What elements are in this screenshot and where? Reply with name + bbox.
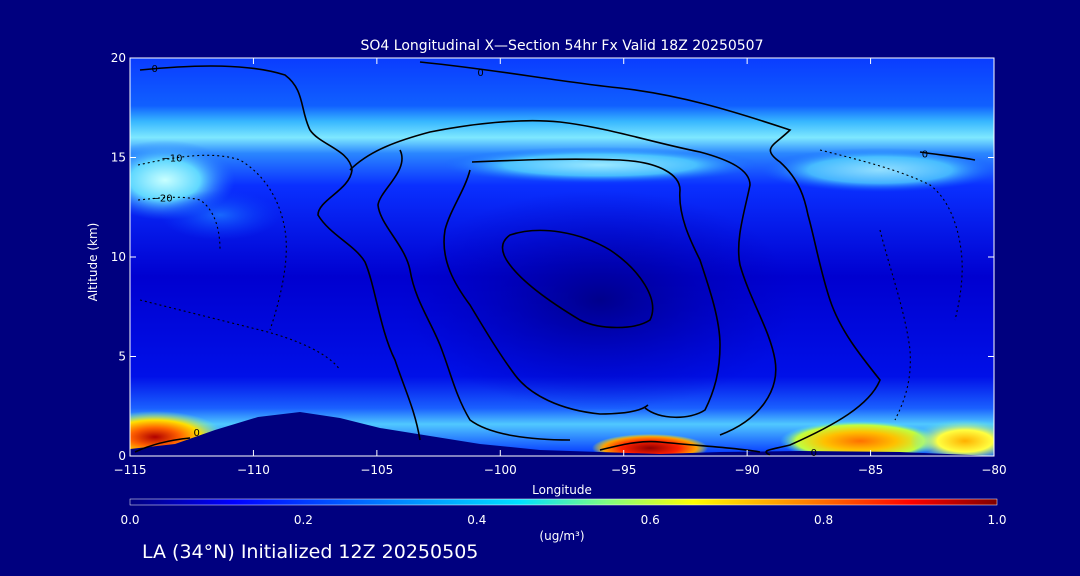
x-tick-label: −115 — [114, 463, 147, 477]
contour-label: 0 — [193, 428, 199, 439]
contour-label: 0 — [477, 68, 483, 79]
low-central-hot — [592, 434, 708, 456]
colorbar-tick-label: 0.6 — [641, 513, 660, 527]
y-tick-label: 10 — [111, 250, 126, 264]
colorbar-tick-label: 0.0 — [120, 513, 139, 527]
x-tick-label: −100 — [484, 463, 517, 477]
y-axis-label: Altitude (km) — [86, 223, 100, 302]
y-axis: 0 5 10 15 20 — [111, 51, 994, 463]
y-tick-label: 20 — [111, 51, 126, 65]
colorbar-ticks: 0.0 0.2 0.4 0.6 0.8 1.0 — [120, 513, 1006, 527]
contour-inner-west — [377, 149, 571, 441]
colorbar-units: (ug/m³) — [539, 529, 584, 543]
contour-core — [501, 229, 654, 329]
contour-lines-dotted — [137, 149, 963, 421]
contour-inner — [443, 169, 649, 415]
low-east-warm — [780, 421, 940, 456]
chart-title: SO4 Longitudinal X—Section 54hr Fx Valid… — [361, 38, 764, 54]
contour-label: −20 — [152, 193, 173, 204]
colorbar-tick-label: 1.0 — [987, 513, 1006, 527]
contour-mid — [471, 158, 721, 419]
contour-label: 0 — [151, 64, 157, 75]
upper-east-blob — [760, 148, 994, 192]
dotted-minus20 — [137, 196, 221, 251]
x-tick-label: −80 — [981, 463, 1006, 477]
x-axis: −115 −110 −105 −100 −95 −90 −85 −80 — [114, 58, 1007, 477]
x-tick-label: −110 — [237, 463, 270, 477]
dotted-minus10 — [137, 154, 287, 331]
x-tick-label: −85 — [858, 463, 883, 477]
contour-upper-outer — [419, 61, 881, 456]
footer-location: LA (34°N) Initialized 12Z 20250505 — [142, 541, 479, 563]
contour-lines — [134, 61, 976, 456]
contour-west — [139, 65, 421, 441]
west-midlevel-blob — [160, 190, 280, 240]
central-dark-core — [400, 190, 800, 410]
x-axis-label: Longitude — [532, 483, 592, 497]
colorbar-tick-label: 0.4 — [467, 513, 486, 527]
x-tick-label: −95 — [611, 463, 636, 477]
colorbar-tick-label: 0.8 — [814, 513, 833, 527]
terrain — [130, 412, 994, 456]
x-tick-label: −105 — [360, 463, 393, 477]
y-tick-label: 5 — [118, 350, 126, 364]
x-tick-label: −90 — [734, 463, 759, 477]
contour-label: 0 — [811, 448, 817, 459]
colorbar-tick-label: 0.2 — [294, 513, 313, 527]
contour-labels: 0 0 −10 −20 0 0 0 — [151, 64, 928, 459]
contour-low-west — [134, 437, 191, 453]
contour-label: −10 — [161, 154, 182, 165]
y-tick-label: 15 — [111, 151, 126, 165]
low-fareast-yellow — [910, 419, 994, 456]
contour-upper-mid — [349, 119, 777, 436]
contour-label: 0 — [922, 150, 928, 161]
upper-central-blob — [440, 147, 760, 183]
contour-east-right — [919, 151, 976, 161]
contour-east-inner — [599, 440, 761, 453]
y-tick-label: 0 — [118, 449, 126, 463]
colorbar — [129, 498, 998, 506]
